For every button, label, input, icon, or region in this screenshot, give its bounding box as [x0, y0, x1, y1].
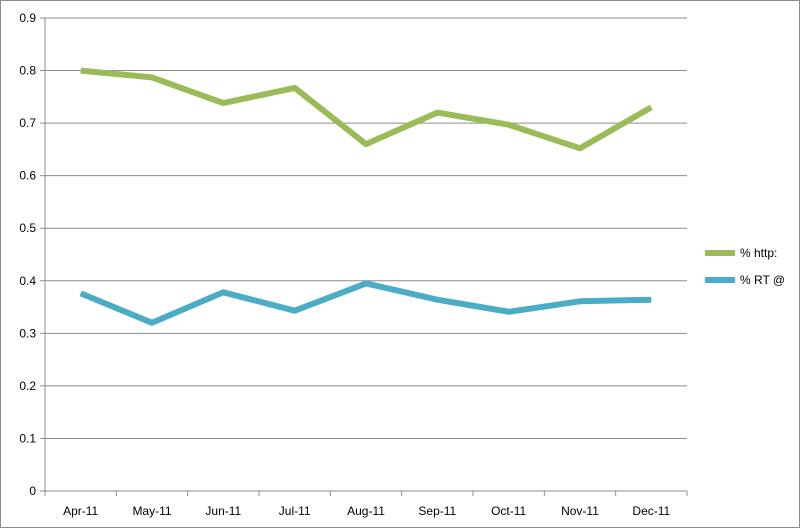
y-tick-label: 0.6: [19, 169, 36, 183]
y-tick-label: 0.7: [19, 116, 36, 130]
legend-label: % http:: [740, 246, 777, 260]
axes: [45, 18, 687, 491]
y-axis-ticks: 0 0.1 0.2 0.3 0.4 0.5 0.6 0.7 0.8 0.9: [19, 11, 45, 498]
x-tick-label: Dec-11: [632, 504, 670, 518]
y-tick-label: 0.2: [19, 379, 36, 393]
y-tick-label: 0: [29, 484, 36, 498]
series-line-0: [81, 71, 652, 149]
x-tick-label: Apr-11: [63, 504, 98, 518]
series-lines: [81, 71, 652, 323]
y-tick-label: 0.1: [19, 431, 36, 445]
y-tick-label: 0.4: [19, 274, 36, 288]
gridlines: [45, 18, 687, 438]
y-tick-label: 0.5: [19, 221, 36, 235]
x-tick-label: Jun-11: [205, 504, 241, 518]
x-axis-ticks: Apr-11 May-11 Jun-11 Jul-11 Aug-11 Sep-11 Oct-…: [45, 491, 687, 518]
x-tick-label: Oct-11: [491, 504, 526, 518]
y-tick-label: 0.8: [19, 64, 36, 78]
x-tick-label: May-11: [132, 504, 171, 518]
legend-label: % RT @: [740, 273, 785, 287]
x-tick-label: Sep-11: [418, 504, 456, 518]
legend: % http: % RT @: [705, 246, 785, 287]
y-tick-label: 0.9: [19, 11, 36, 25]
x-tick-label: Jul-11: [279, 504, 311, 518]
y-tick-label: 0.3: [19, 326, 36, 340]
x-tick-label: Aug-11: [347, 504, 385, 518]
series-line-1: [81, 283, 652, 322]
x-tick-label: Nov-11: [561, 504, 599, 518]
